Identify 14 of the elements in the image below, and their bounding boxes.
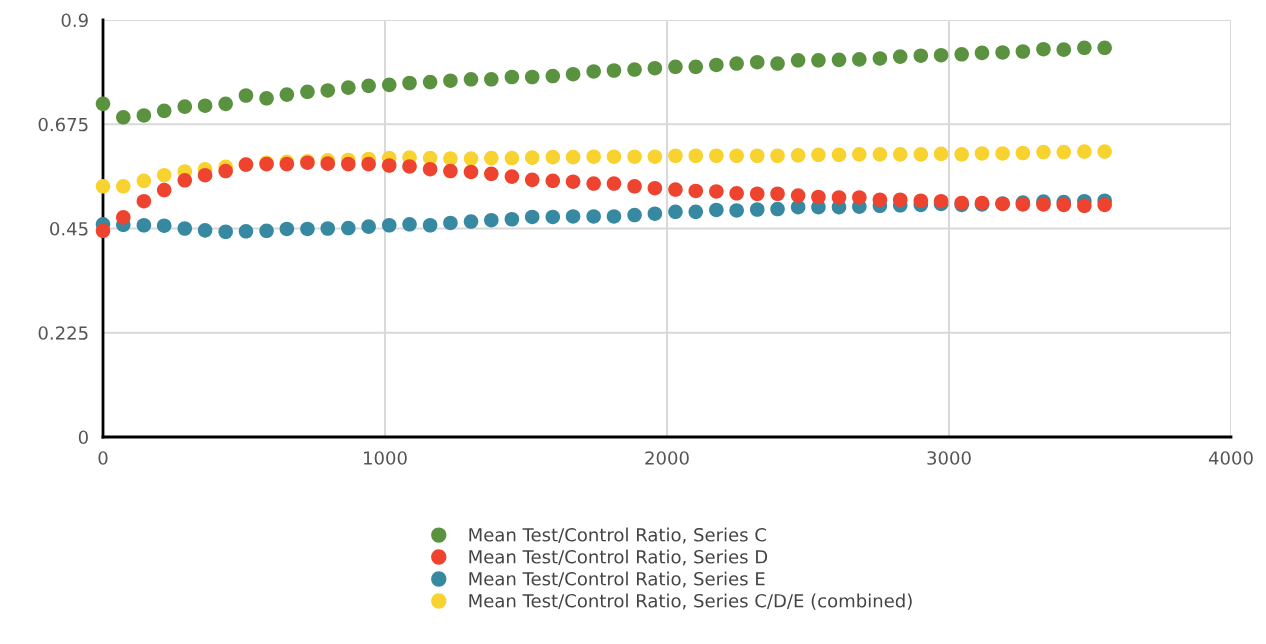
- legend-label: Mean Test/Control Ratio, Series E: [469, 571, 765, 588]
- x-tick-label: 0: [98, 451, 108, 465]
- x-tick-label: 1000: [364, 451, 407, 465]
- x-tick-label: 4000: [1208, 451, 1253, 465]
- y-tick-label: 0.225: [38, 326, 88, 340]
- x-tick-label: 2000: [645, 451, 689, 465]
- legend-label: Mean Test/Control Ratio, Series C/D/E (combined): [469, 593, 912, 610]
- y-tick-label: 0.675: [38, 117, 88, 132]
- y-tick-label: 0.45: [50, 221, 88, 236]
- x-tick-label: 3000: [927, 451, 971, 465]
- y-tick-label: 0: [78, 430, 88, 445]
- y-tick-label: 0.9: [61, 13, 88, 28]
- legend-label: Mean Test/Control Ratio, Series C: [469, 527, 766, 544]
- legend-label: Mean Test/Control Ratio, Series D: [469, 549, 768, 566]
